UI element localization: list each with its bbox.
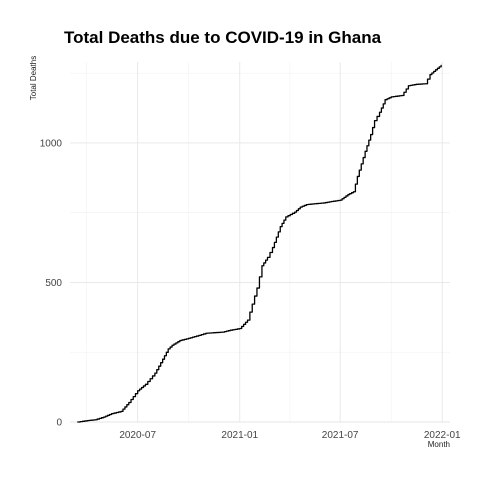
y-tick-label: 1000: [40, 138, 63, 149]
x-tick-label: 2020-07: [119, 430, 156, 441]
x-tick-label: 2022-01: [424, 430, 461, 441]
total-deaths-line: [78, 65, 441, 422]
y-tick-label: 500: [45, 278, 62, 289]
y-axis-title: Total Deaths: [29, 56, 38, 100]
series-layer: [78, 65, 441, 422]
grid: [70, 62, 450, 422]
x-tick-label: 2021-01: [221, 430, 258, 441]
x-tick-label: 2021-07: [322, 430, 359, 441]
x-axis-title: Month: [428, 440, 450, 449]
y-tick-label: 0: [56, 418, 62, 429]
tick-labels: 2020-07 2021-01 2021-07 2022-01 0 500 1000: [40, 138, 461, 441]
chart-title: Total Deaths due to COVID-19 in Ghana: [64, 28, 382, 47]
